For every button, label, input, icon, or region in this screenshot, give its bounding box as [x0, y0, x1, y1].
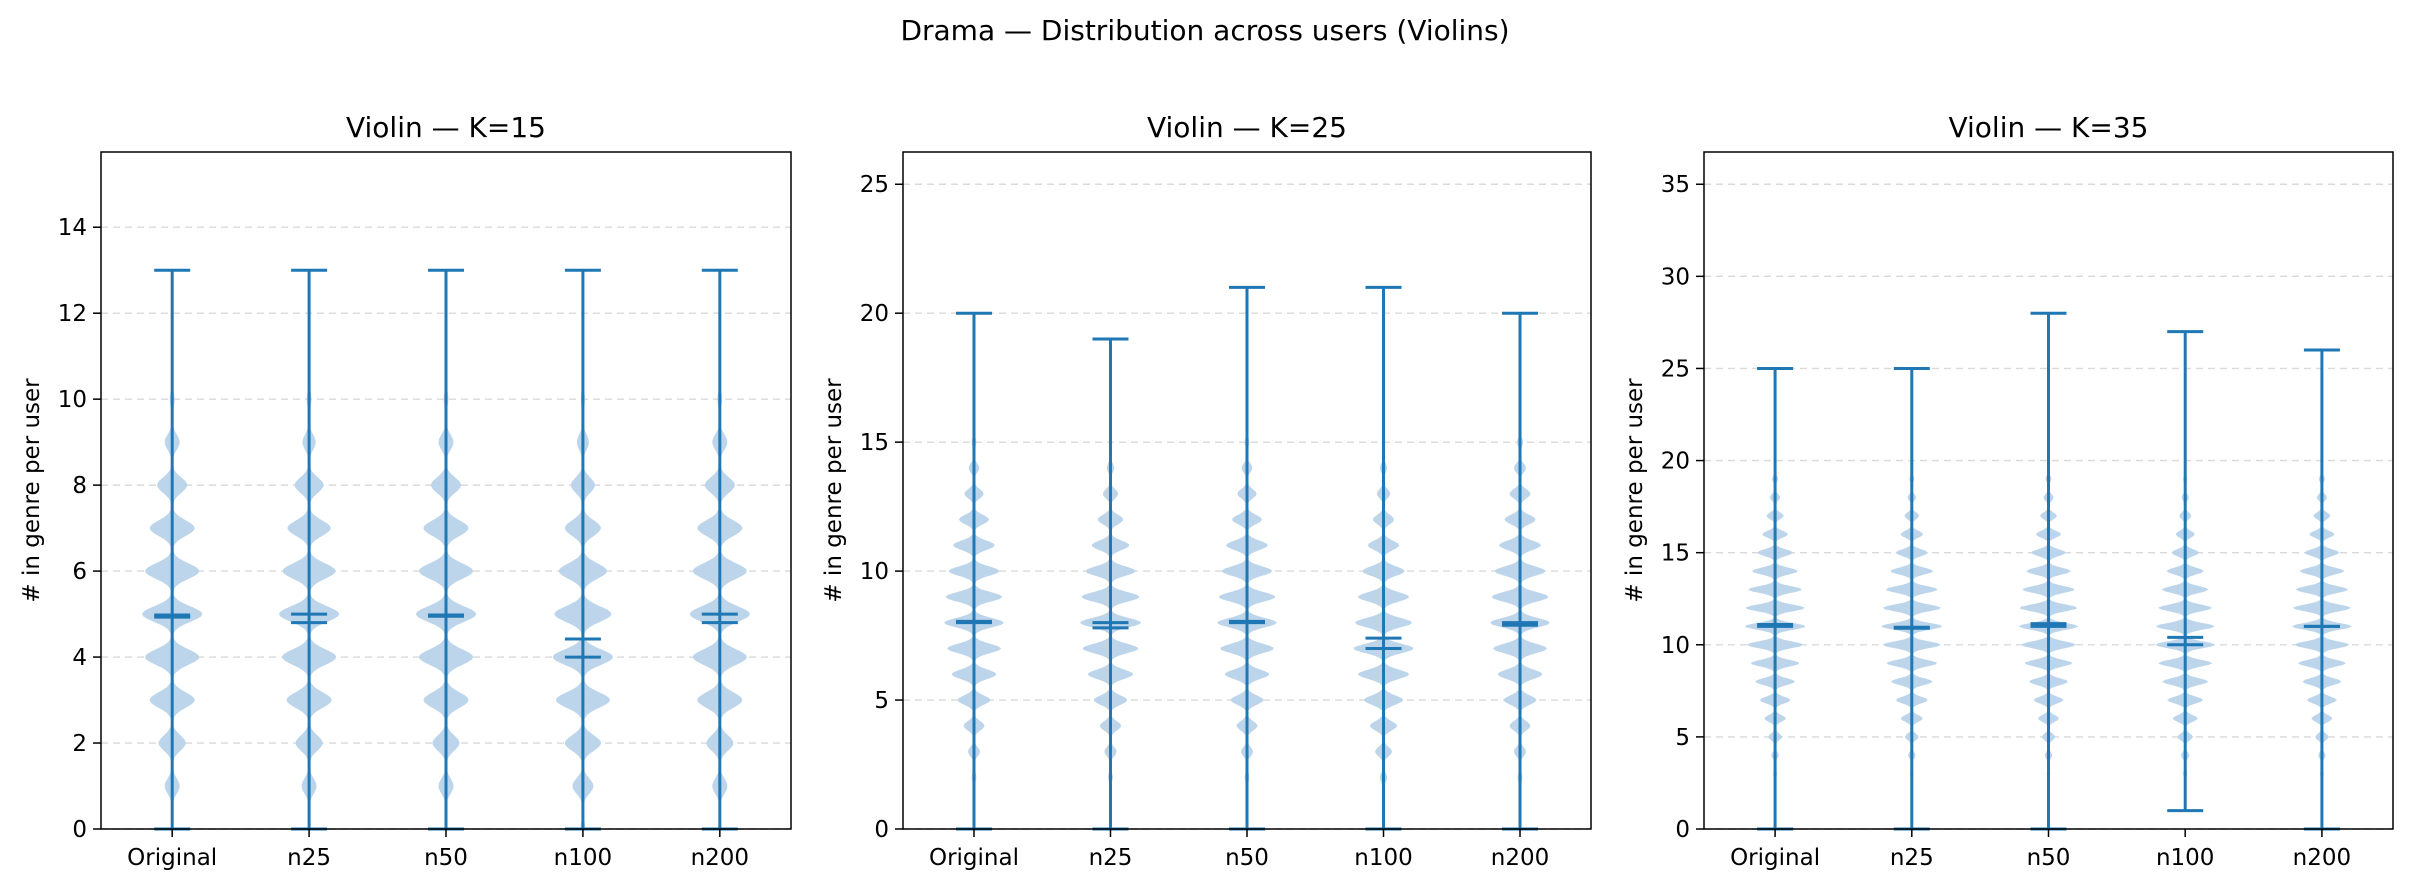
y-tick-label: 10 — [860, 559, 889, 585]
y-tick-label: 35 — [1661, 172, 1690, 198]
chart-panel-2: 0 5 10 15 20 25 Original n25 n50 n100 n200 Violin —… — [821, 111, 1592, 871]
x-tick-label: n100 — [2156, 845, 2214, 871]
y-tick-label: 20 — [1661, 449, 1690, 475]
y-axis-label: # in genre per user — [1622, 378, 1648, 603]
chart-panel-1: 0 2 4 6 8 10 12 14 Original n25 n50 n100 n200 Violin … — [19, 111, 792, 871]
x-tick-label: Original — [929, 845, 1019, 871]
y-tick-label: 15 — [860, 430, 889, 456]
chart-title: Violin — K=25 — [1147, 111, 1347, 144]
x-tick-label: n100 — [1354, 845, 1412, 871]
x-tick-label: n25 — [287, 845, 331, 871]
chart-panel-3: 0 5 10 15 20 25 30 35 Original n25 n50 n100 n200 Viol… — [1622, 111, 2394, 871]
y-tick-label: 10 — [1661, 633, 1690, 659]
figure-title: Drama — Distribution across users (Violi… — [900, 14, 1509, 47]
x-tick-label: n50 — [424, 845, 468, 871]
x-tick-label: n50 — [2027, 845, 2071, 871]
x-tick-label: n25 — [1890, 845, 1934, 871]
y-tick-label: 0 — [874, 817, 889, 843]
y-tick-label: 4 — [72, 645, 87, 671]
y-tick-label: 15 — [1661, 541, 1690, 567]
y-tick-label: 30 — [1661, 264, 1690, 290]
y-tick-label: 14 — [58, 215, 87, 241]
y-tick-label: 5 — [1675, 725, 1690, 751]
panels: 0 2 4 6 8 10 12 14 Original n25 n50 n100 n200 Violin … — [19, 111, 2394, 871]
x-tick-label: Original — [127, 845, 217, 871]
x-tick-label: n100 — [554, 845, 612, 871]
x-tick-label: n200 — [691, 845, 749, 871]
y-tick-label: 25 — [1661, 356, 1690, 382]
x-tick-label: Original — [1730, 845, 1820, 871]
y-axis-label: # in genre per user — [19, 378, 45, 603]
x-tick-label: n200 — [2293, 845, 2351, 871]
y-tick-label: 2 — [72, 731, 87, 757]
y-tick-label: 12 — [58, 301, 87, 327]
chart-title: Violin — K=15 — [346, 111, 546, 144]
y-tick-label: 8 — [72, 473, 87, 499]
x-tick-label: n200 — [1491, 845, 1549, 871]
chart-title: Violin — K=35 — [1948, 111, 2148, 144]
y-tick-label: 6 — [72, 559, 87, 585]
y-tick-label: 5 — [874, 688, 889, 714]
y-tick-label: 20 — [860, 301, 889, 327]
x-tick-label: n25 — [1089, 845, 1133, 871]
y-tick-label: 0 — [1675, 817, 1690, 843]
y-tick-label: 25 — [860, 172, 889, 198]
y-tick-label: 0 — [72, 817, 87, 843]
y-tick-label: 10 — [58, 387, 87, 413]
x-tick-label: n50 — [1225, 845, 1269, 871]
y-axis-label: # in genre per user — [821, 378, 847, 603]
